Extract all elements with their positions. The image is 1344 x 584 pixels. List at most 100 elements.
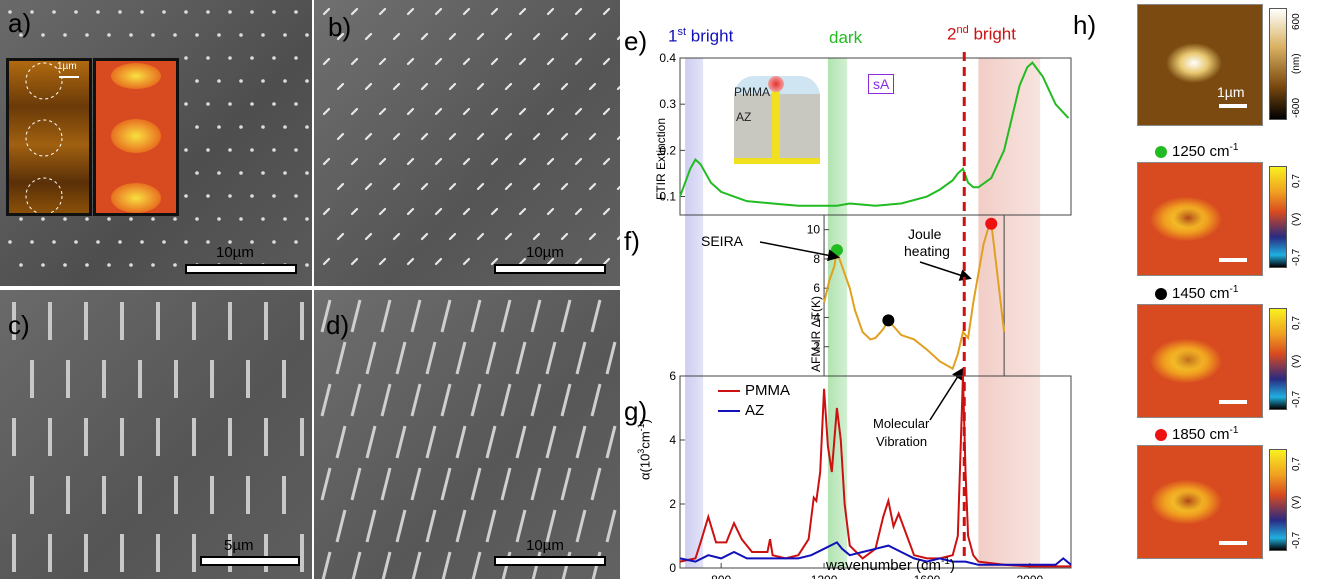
pillar-dash (392, 32, 401, 41)
pillar-dot (217, 217, 221, 221)
ytick-label: 4 (669, 433, 676, 447)
pillar-dash (350, 107, 359, 116)
pillar-dot (74, 10, 78, 14)
pillar-dash (420, 82, 429, 91)
xtick-label: 1200 (811, 573, 838, 579)
colorbar-label: (nm) (1291, 53, 1302, 74)
pillar-dash (350, 7, 359, 16)
pillar-dash (532, 182, 541, 191)
pillar-dash (434, 257, 443, 266)
pillar-dash (406, 7, 415, 16)
pillar-dot (118, 10, 122, 14)
pillar-rod (545, 425, 557, 459)
bright2-text: bright (973, 24, 1016, 44)
pillar-rod (380, 551, 392, 584)
pillar-dash (462, 157, 471, 166)
panel-c-label: c) (8, 310, 30, 340)
xlabel-text: wavenumber (cm (826, 557, 942, 574)
pillar-dot (272, 148, 276, 152)
pillar-dash (476, 82, 485, 91)
pillar-dot (41, 263, 45, 267)
pillar-rod (174, 360, 178, 398)
pillar-rod (560, 383, 572, 417)
pillar-dash (322, 257, 331, 266)
pillar-dot (239, 33, 243, 37)
pillar-rod (335, 425, 347, 459)
pillar-dot (305, 263, 309, 267)
pillar-rod (425, 425, 437, 459)
pillar-rod (228, 302, 232, 340)
pillar-dot (184, 102, 188, 106)
chart-g: 0 2 4 6 800 1200 1600 2000 (669, 369, 1072, 579)
pillar-rod (470, 383, 482, 417)
map-scalebar (1219, 400, 1247, 404)
pillar-dash (574, 57, 583, 66)
scalebar-b-label: 10µm (526, 244, 564, 261)
pillar-rod (350, 299, 362, 333)
ytick-label: 0.3 (659, 97, 676, 111)
colorbar-tick: -0,7 (1291, 248, 1302, 266)
pillar-rod (575, 425, 587, 459)
pillar-dot (283, 33, 287, 37)
colorbar (1269, 166, 1287, 268)
pillar-dot (217, 125, 221, 129)
pillar-dot (217, 171, 221, 175)
pillar-rod (138, 476, 142, 514)
pillar-dot (129, 33, 133, 37)
band-label-bright2: 2nd bright (947, 24, 1016, 45)
pillar-rod (264, 302, 268, 340)
pillar-dot (250, 148, 254, 152)
pillar-dash (546, 257, 555, 266)
pillar-dot (184, 148, 188, 152)
pillar-dash (574, 107, 583, 116)
pillar-dash (588, 182, 597, 191)
pillar-rod (48, 302, 52, 340)
pillar-dot (195, 171, 199, 175)
pillar-dash (476, 182, 485, 191)
pillar-dash (462, 7, 471, 16)
pillar-dash (434, 7, 443, 16)
map-scalebar-label: 1µm (1217, 84, 1245, 100)
panel-f-label: f) (624, 226, 640, 256)
band-label-dark: dark (829, 28, 863, 47)
pillar-dash (532, 82, 541, 91)
pillar-dot (173, 263, 177, 267)
inset-az: AZ (736, 110, 752, 124)
pillar-dot (19, 217, 23, 221)
sa-label: sA (873, 76, 890, 92)
pillar-dash (378, 157, 387, 166)
pillar-dash (448, 82, 457, 91)
pillar-dash (448, 32, 457, 41)
inset-scalebar-label: 1µm (57, 61, 77, 72)
pillar-rod (515, 425, 527, 459)
pillar-dot (206, 102, 210, 106)
pillar-dash (350, 57, 359, 66)
inset-topography: 1µm (6, 58, 92, 216)
map-scalebar (1219, 104, 1247, 108)
pillar-rod (320, 383, 332, 417)
pillar-rod (605, 425, 617, 459)
legend-az-label: AZ (745, 402, 765, 419)
pillar-dash (476, 132, 485, 141)
annot-seira: SEIRA (701, 233, 744, 249)
pillar-rod (440, 299, 452, 333)
pillar-rod (515, 509, 527, 543)
pillar-dot (250, 102, 254, 106)
pillar-dash (602, 57, 611, 66)
pillar-rod (350, 467, 362, 501)
pillar-dot (63, 33, 67, 37)
pillar-rod (12, 302, 16, 340)
pillar-rod (300, 302, 304, 340)
inset-schematic: PMMA AZ (734, 76, 820, 164)
pillar-dot (283, 217, 287, 221)
pillar-dash (364, 132, 373, 141)
pillar-dash (336, 82, 345, 91)
panel-e-label: e) (624, 26, 648, 56)
ylabel-e: FTIR Extinction (654, 117, 668, 200)
pillar-dot (206, 56, 210, 60)
xlabel-g: wavenumber (cm-1) (826, 556, 955, 574)
pillar-dot (118, 240, 122, 244)
ytick-label: 4 (813, 310, 820, 324)
pillar-dot (107, 217, 111, 221)
pillar-rod (470, 551, 482, 584)
